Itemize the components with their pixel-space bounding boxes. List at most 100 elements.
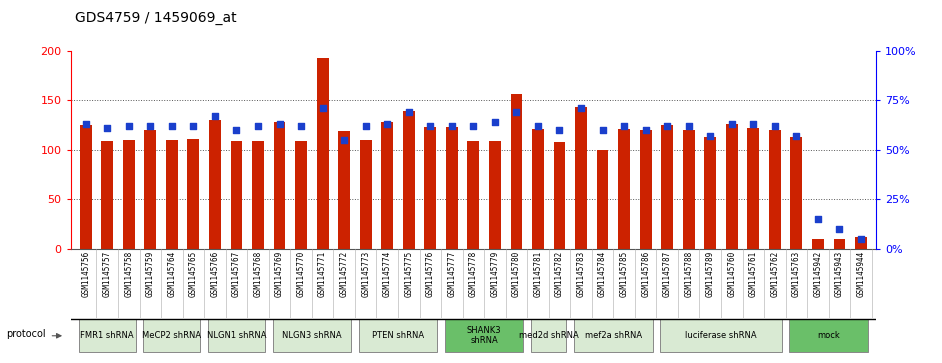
Bar [359, 319, 437, 352]
Bar [596, 150, 609, 249]
Text: GSM1145769: GSM1145769 [275, 251, 284, 297]
Text: GSM1145768: GSM1145768 [253, 251, 263, 297]
Text: GSM1145787: GSM1145787 [662, 251, 672, 297]
Text: GSM1145758: GSM1145758 [124, 251, 134, 297]
Text: GSM1145779: GSM1145779 [491, 251, 499, 297]
Point [465, 123, 480, 129]
Text: GSM1145789: GSM1145789 [706, 251, 715, 297]
Point [272, 121, 287, 127]
Bar [382, 122, 393, 249]
Text: GSM1145760: GSM1145760 [727, 251, 737, 297]
Point [207, 113, 222, 119]
Point [853, 236, 869, 242]
Bar [489, 141, 501, 249]
Bar [511, 94, 523, 249]
Text: FMR1 shRNA: FMR1 shRNA [80, 331, 134, 340]
Bar [187, 139, 200, 249]
Bar [467, 141, 479, 249]
Text: GSM1145784: GSM1145784 [598, 251, 607, 297]
Bar [683, 130, 694, 249]
Bar [812, 239, 824, 249]
Bar [531, 319, 566, 352]
Point [164, 123, 179, 129]
Text: GSM1145766: GSM1145766 [210, 251, 219, 297]
Text: GSM1145772: GSM1145772 [340, 251, 349, 297]
Text: GSM1145781: GSM1145781 [533, 251, 543, 297]
Bar [80, 125, 91, 249]
Bar [574, 319, 653, 352]
Bar [554, 142, 565, 249]
Text: GSM1145773: GSM1145773 [361, 251, 370, 297]
Text: GSM1145775: GSM1145775 [404, 251, 414, 297]
Bar [532, 129, 544, 249]
Point [552, 127, 567, 133]
Text: SHANK3
shRNA: SHANK3 shRNA [467, 326, 501, 346]
Bar [789, 319, 868, 352]
Text: NLGN1 shRNA: NLGN1 shRNA [206, 331, 267, 340]
Point [724, 121, 739, 127]
Bar [705, 137, 716, 249]
Point [487, 119, 502, 125]
Bar [272, 319, 351, 352]
Point [229, 127, 244, 133]
Point [315, 105, 330, 111]
Text: GSM1145778: GSM1145778 [469, 251, 478, 297]
Point [617, 123, 632, 129]
Bar [726, 124, 738, 249]
Text: GDS4759 / 1459069_at: GDS4759 / 1459069_at [75, 11, 237, 25]
Text: GSM1145759: GSM1145759 [146, 251, 154, 297]
Bar [445, 319, 524, 352]
Text: GSM1145944: GSM1145944 [856, 251, 866, 297]
Point [445, 123, 460, 129]
Text: GSM1145942: GSM1145942 [813, 251, 822, 297]
Point [574, 105, 589, 111]
Bar [640, 130, 652, 249]
Point [401, 109, 416, 115]
Bar [661, 125, 674, 249]
Point [595, 127, 610, 133]
Point [832, 226, 847, 232]
Bar [338, 131, 350, 249]
Point [788, 133, 804, 139]
Text: GSM1145782: GSM1145782 [555, 251, 564, 297]
Text: mef2a shRNA: mef2a shRNA [585, 331, 642, 340]
Bar [208, 319, 265, 352]
Text: NLGN3 shRNA: NLGN3 shRNA [282, 331, 342, 340]
Bar [855, 237, 867, 249]
Bar [834, 239, 845, 249]
Bar [143, 319, 201, 352]
Point [746, 121, 761, 127]
Text: GSM1145774: GSM1145774 [382, 251, 392, 297]
Point [810, 216, 825, 222]
Bar [403, 111, 414, 249]
Text: GSM1145788: GSM1145788 [684, 251, 693, 297]
Bar [102, 141, 113, 249]
Point [380, 121, 395, 127]
Bar [144, 130, 156, 249]
Point [638, 127, 653, 133]
Point [509, 109, 524, 115]
Text: GSM1145786: GSM1145786 [642, 251, 650, 297]
Text: GSM1145764: GSM1145764 [168, 251, 176, 297]
Point [768, 123, 783, 129]
Point [659, 123, 674, 129]
Bar [576, 107, 587, 249]
Bar [790, 137, 803, 249]
Bar [231, 141, 242, 249]
Point [336, 137, 351, 143]
Bar [446, 127, 458, 249]
Bar [122, 140, 135, 249]
Bar [424, 127, 436, 249]
Point [186, 123, 201, 129]
Point [294, 123, 309, 129]
Text: PTEN shRNA: PTEN shRNA [372, 331, 424, 340]
Text: mock: mock [818, 331, 840, 340]
Text: luciferase shRNA: luciferase shRNA [685, 331, 756, 340]
Bar [295, 141, 307, 249]
Text: GSM1145783: GSM1145783 [577, 251, 586, 297]
Text: GSM1145762: GSM1145762 [771, 251, 779, 297]
Text: GSM1145780: GSM1145780 [512, 251, 521, 297]
Text: GSM1145776: GSM1145776 [426, 251, 435, 297]
Text: GSM1145761: GSM1145761 [749, 251, 757, 297]
Text: GSM1145771: GSM1145771 [318, 251, 327, 297]
